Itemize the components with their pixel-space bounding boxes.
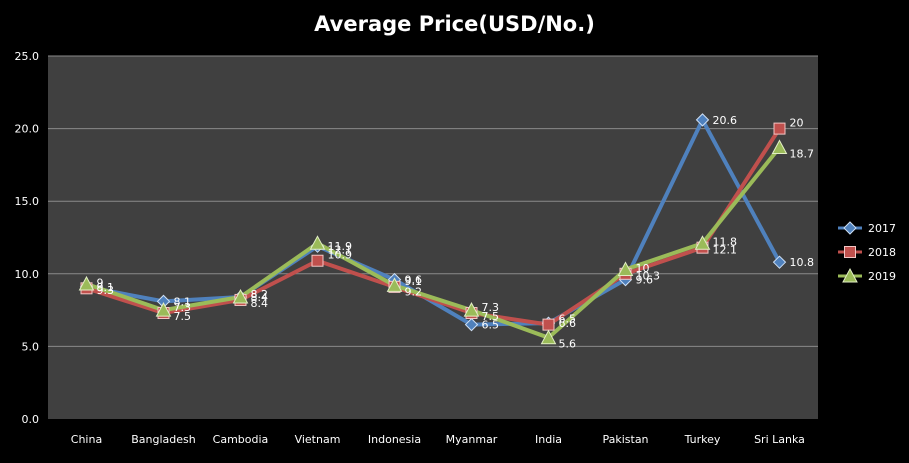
data-label: 7.3	[482, 301, 500, 314]
data-label: 9.6	[636, 274, 654, 287]
marker-square	[773, 122, 786, 135]
marker-triangle	[694, 235, 711, 250]
legend: 2017 2018 2019	[838, 221, 896, 283]
x-tick-label: Turkey	[684, 433, 721, 446]
data-label: 9.1	[405, 275, 423, 288]
data-label: 9.6	[405, 274, 423, 287]
data-label: 8.4	[251, 291, 269, 304]
y-tick-label: 0.0	[22, 413, 40, 426]
series-lines	[85, 117, 782, 340]
data-label: 20.6	[713, 114, 738, 127]
data-label: 12.1	[713, 243, 738, 256]
x-tick-label: Myanmar	[446, 433, 498, 446]
y-axis: 0.0 5.0 10.0 15.0 20.0 25.0	[15, 50, 40, 426]
marker-diamond	[843, 221, 857, 235]
data-label: 8.1	[174, 295, 192, 308]
y-tick-label: 5.0	[22, 340, 40, 353]
y-tick-label: 10.0	[15, 268, 40, 281]
data-label: 9.2	[405, 285, 423, 298]
legend-label: 2017	[868, 222, 896, 235]
x-tick-label: India	[535, 433, 562, 446]
data-label: 8.4	[251, 297, 269, 310]
data-label: 6.6	[559, 317, 577, 330]
y-tick-label: 15.0	[15, 195, 40, 208]
gridlines	[48, 55, 818, 347]
marker-triangle	[309, 235, 326, 250]
data-label: 8.2	[251, 288, 269, 301]
marker-triangle	[617, 261, 634, 276]
series-line-2018	[85, 127, 782, 327]
data-label: 10	[636, 262, 650, 275]
data-label: 10.8	[790, 256, 815, 269]
data-label: 5.6	[559, 338, 577, 351]
marker-triangle	[232, 288, 249, 304]
marker-triangle	[386, 277, 403, 292]
marker-triangle	[463, 302, 480, 317]
data-label: 9	[97, 276, 104, 289]
series-line-2019	[85, 146, 782, 340]
plot-area	[48, 56, 818, 419]
marker-triangle	[771, 139, 788, 154]
marker-square	[844, 246, 856, 258]
marker-square	[542, 318, 555, 331]
data-label: 9.3	[97, 284, 115, 297]
data-label: 12.1	[328, 243, 353, 256]
data-label: 7.3	[174, 301, 192, 314]
marker-diamond	[772, 255, 787, 269]
marker-triangle	[155, 302, 172, 317]
data-label: 20	[790, 117, 804, 130]
data-label: 11.9	[328, 240, 353, 253]
x-tick-label: Vietnam	[295, 433, 341, 446]
y-tick-label: 25.0	[15, 50, 40, 63]
data-label: 6.5	[482, 319, 500, 332]
data-labels: 9.18.1 8.411.99.66.5 6.69.620.610.897.38.2…	[97, 114, 815, 351]
legend-label: 2019	[868, 270, 896, 283]
legend-label: 2018	[868, 246, 896, 259]
marker-triangle	[540, 329, 557, 345]
data-label: 10.9	[328, 249, 353, 262]
series-line-2017	[86, 117, 782, 327]
data-label: 6.5	[559, 313, 577, 326]
series-markers	[78, 113, 788, 345]
data-label: 18.7	[790, 147, 815, 160]
data-label: 7.5	[482, 310, 500, 323]
data-label: 10.3	[636, 269, 661, 282]
data-label: 7.5	[174, 310, 192, 323]
x-tick-label: Indonesia	[368, 433, 421, 446]
chart-title: Average Price(USD/No.)	[314, 12, 595, 36]
data-label: 11.8	[713, 236, 738, 249]
marker-diamond	[695, 113, 710, 127]
y-tick-label: 20.0	[15, 123, 40, 136]
marker-square	[311, 254, 324, 267]
x-tick-label: China	[71, 433, 102, 446]
x-axis: China Bangladesh Cambodia Vietnam Indonesia M…	[71, 433, 805, 446]
x-tick-label: Cambodia	[213, 433, 269, 446]
marker-triangle	[842, 267, 858, 283]
x-tick-label: Bangladesh	[131, 433, 196, 446]
marker-diamond	[464, 317, 479, 332]
x-tick-label: Sri Lanka	[754, 433, 805, 446]
data-label: 9.1	[97, 281, 115, 294]
x-tick-label: Pakistan	[602, 433, 648, 446]
marker-triangle	[78, 275, 95, 291]
